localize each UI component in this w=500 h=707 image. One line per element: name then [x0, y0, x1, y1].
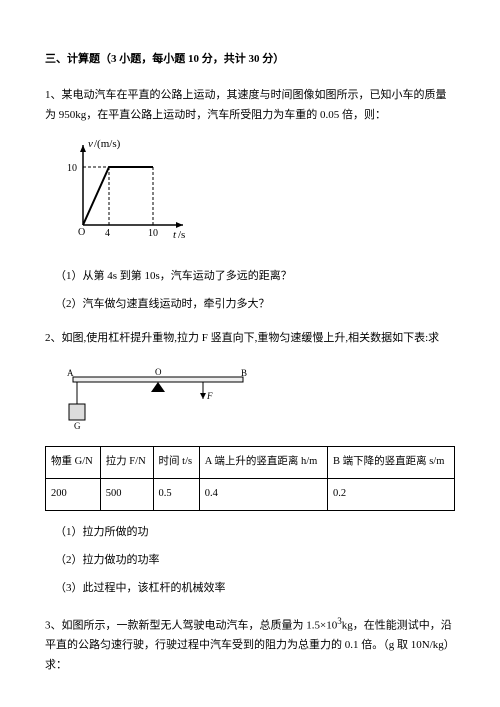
- origin-label: O: [78, 227, 85, 238]
- col-header: 时间 t/s: [153, 447, 199, 479]
- end-b-label: B: [241, 368, 247, 378]
- table-cell: 500: [100, 479, 153, 511]
- problem-2-q3: （3）此过程中，该杠杆的机械效率: [55, 579, 455, 599]
- x-tick-10: 10: [148, 228, 158, 239]
- table-header-row: 物重 G/N 拉力 F/N 时间 t/s A 端上升的竖直距离 h/m B 端下…: [46, 447, 455, 479]
- force-f-label: F: [206, 391, 213, 401]
- problem-2-q1: （1）拉力所做的功: [55, 523, 455, 543]
- problem-2: 2、如图,使用杠杆提升重物,拉力 F 竖直向下,重物匀速缓慢上升,相关数据如下表…: [45, 329, 455, 599]
- data-table: 物重 G/N 拉力 F/N 时间 t/s A 端上升的竖直距离 h/m B 端下…: [45, 446, 455, 511]
- velocity-time-chart: v /(m/s) t /s O 4 10 10: [63, 135, 455, 253]
- lever-diagram: O A G B F: [63, 359, 455, 437]
- end-a-label: A: [67, 368, 74, 378]
- x-tick-4: 4: [105, 228, 110, 239]
- problem-3: 3、如图所示，一款新型无人驾驶电动汽车，总质量为 1.5×103kg，在性能测试…: [45, 613, 455, 676]
- table-cell: 0.2: [327, 479, 454, 511]
- col-header: 物重 G/N: [46, 447, 101, 479]
- problem-2-q2: （2）拉力做功的功率: [55, 551, 455, 571]
- problem-3-text: 3、如图所示，一款新型无人驾驶电动汽车，总质量为 1.5×103kg，在性能测试…: [45, 613, 455, 676]
- table-row: 200 500 0.5 0.4 0.2: [46, 479, 455, 511]
- weight-g-label: G: [74, 421, 81, 429]
- col-header: B 端下降的竖直距离 s/m: [327, 447, 454, 479]
- fulcrum-label: O: [155, 367, 162, 377]
- problem-1-q2: （2）汽车做匀速直线运动时，牵引力多大？: [55, 295, 455, 315]
- x-axis-unit: /s: [178, 229, 185, 241]
- table-cell: 0.4: [199, 479, 327, 511]
- y-axis-unit: /(m/s): [94, 138, 121, 150]
- col-header: A 端上升的竖直距离 h/m: [199, 447, 327, 479]
- table-cell: 200: [46, 479, 101, 511]
- y-tick-10: 10: [67, 163, 77, 174]
- table-cell: 0.5: [153, 479, 199, 511]
- problem-2-text: 2、如图,使用杠杆提升重物,拉力 F 竖直向下,重物匀速缓慢上升,相关数据如下表…: [45, 329, 455, 349]
- x-axis-label: t: [173, 229, 177, 241]
- problem-3-text-a: 3、如图所示，一款新型无人驾驶电动汽车，总质量为 1.5×10: [45, 619, 337, 631]
- problem-1: 1、某电动汽车在平直的公路上运动，其速度与时间图像如图所示，已知小车的质量为 9…: [45, 86, 455, 315]
- section-title: 三、计算题（3 小题，每小题 10 分，共计 30 分）: [45, 50, 455, 70]
- problem-1-text: 1、某电动汽车在平直的公路上运动，其速度与时间图像如图所示，已知小车的质量为 9…: [45, 86, 455, 126]
- problem-1-q1: （1）从第 4s 到第 10s，汽车运动了多远的距离？: [55, 267, 455, 287]
- col-header: 拉力 F/N: [100, 447, 153, 479]
- y-axis-label: v: [88, 138, 93, 150]
